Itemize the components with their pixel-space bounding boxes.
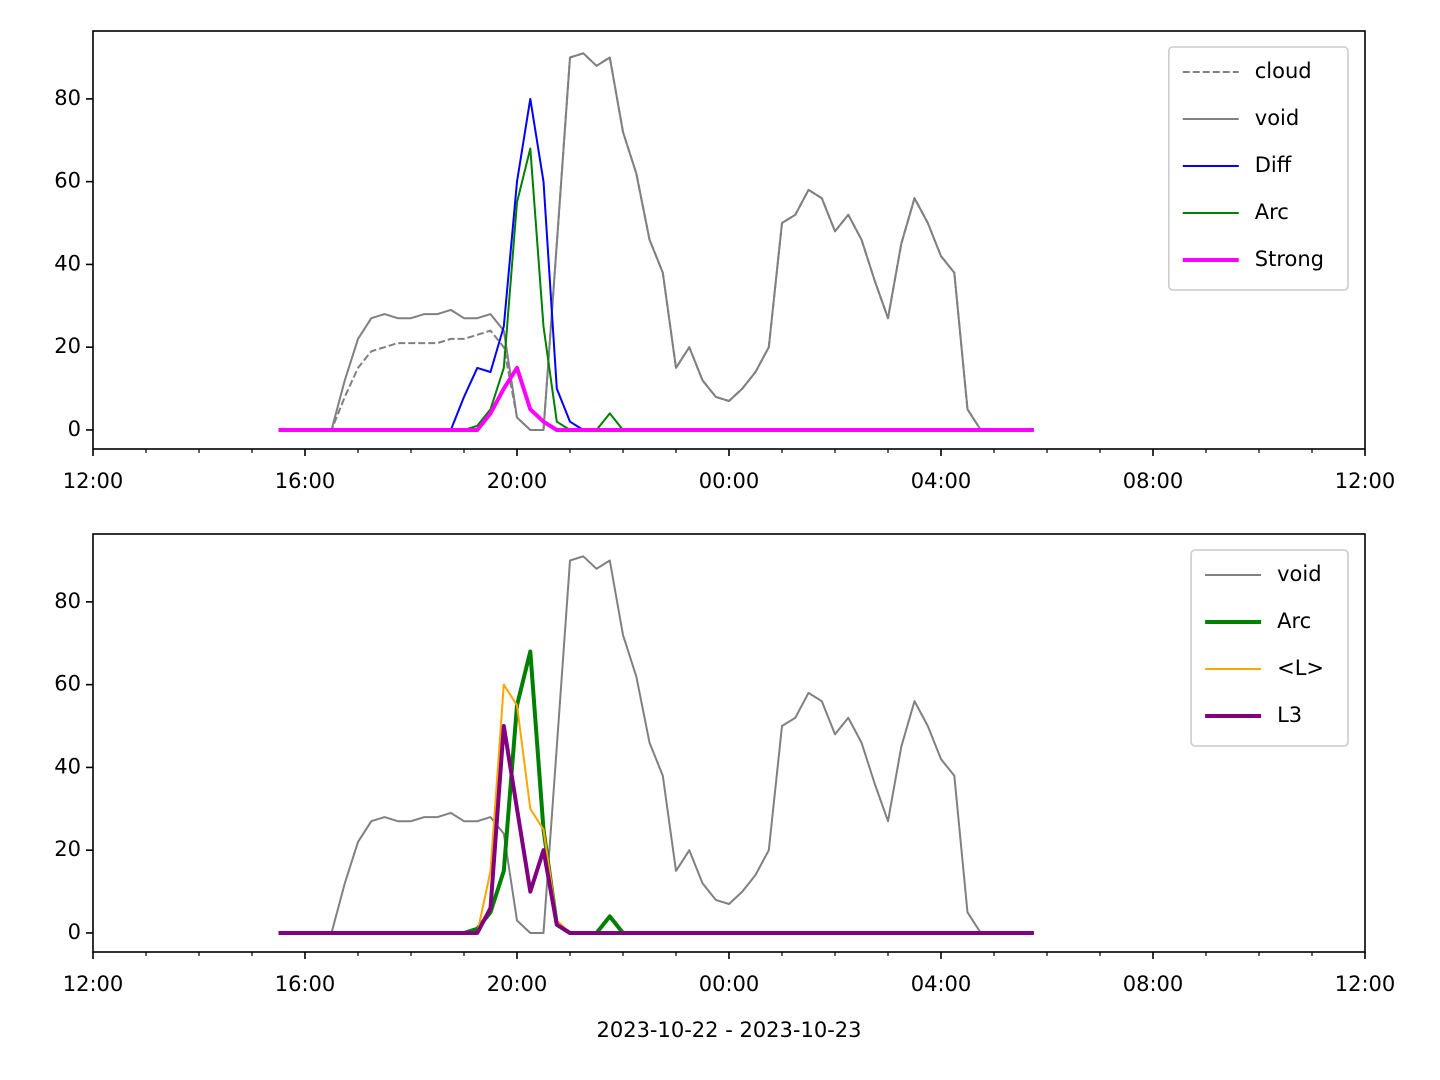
data-line	[278, 52, 1034, 431]
legend-label: <L>	[1277, 656, 1324, 680]
x-tick-label: 08:00	[1123, 469, 1184, 493]
legend-label: Diff	[1255, 153, 1292, 177]
x-tick-label: 16:00	[275, 972, 336, 996]
legend-label: Arc	[1277, 609, 1311, 633]
data-line	[278, 649, 1034, 935]
data-line	[278, 555, 1034, 934]
x-tick-label: 00:00	[699, 972, 760, 996]
y-tick-label: 20	[54, 837, 81, 861]
x-tick-label: 00:00	[699, 469, 760, 493]
y-tick-label: 0	[68, 417, 81, 441]
x-tick-label: 12:00	[63, 469, 124, 493]
legend-label: L3	[1277, 703, 1302, 727]
x-tick-label: 20:00	[487, 469, 548, 493]
data-line	[278, 683, 1034, 934]
legend-label: void	[1255, 106, 1299, 130]
legend-label: Arc	[1255, 200, 1289, 224]
legend-label: Strong	[1255, 247, 1324, 271]
x-tick-label: 04:00	[911, 469, 972, 493]
legend-box	[1190, 549, 1349, 747]
y-tick-label: 40	[54, 754, 81, 778]
x-tick-label: 08:00	[1123, 972, 1184, 996]
y-tick-label: 20	[54, 334, 81, 358]
legend-label: void	[1277, 562, 1321, 586]
data-line	[278, 52, 1034, 431]
x-tick-label: 12:00	[1335, 469, 1396, 493]
data-line	[278, 147, 1034, 431]
x-tick-label: 12:00	[1335, 972, 1396, 996]
y-tick-label: 60	[54, 672, 81, 696]
x-tick-label: 16:00	[275, 469, 336, 493]
y-tick-label: 80	[54, 589, 81, 613]
y-tick-label: 60	[54, 169, 81, 193]
data-line	[278, 365, 1034, 432]
legend-label: cloud	[1255, 59, 1312, 83]
y-tick-label: 80	[54, 86, 81, 110]
data-line	[278, 724, 1034, 935]
x-tick-label: 20:00	[487, 972, 548, 996]
axes-frame	[92, 533, 1366, 953]
data-line	[278, 97, 1034, 431]
y-tick-label: 0	[68, 920, 81, 944]
legend-box	[1167, 46, 1349, 291]
y-tick-label: 40	[54, 251, 81, 275]
x-axis-label: 2023-10-22 - 2023-10-23	[596, 1018, 861, 1042]
legend: void Arc <L> L3	[1190, 549, 1349, 747]
x-tick-label: 12:00	[63, 972, 124, 996]
legend: cloud void Diff Arc Strong	[1167, 46, 1349, 291]
x-tick-label: 04:00	[911, 972, 972, 996]
